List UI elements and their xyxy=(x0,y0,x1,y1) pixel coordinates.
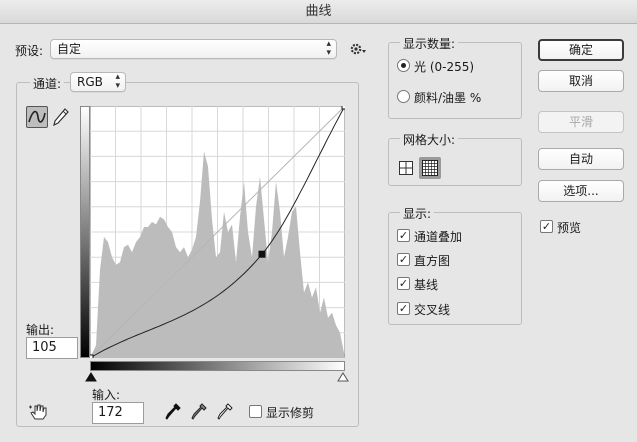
baseline xyxy=(90,106,345,358)
pigment-radio-label: 颜料/油墨 % xyxy=(414,91,482,105)
gear-icon[interactable] xyxy=(349,41,367,57)
smooth-button[interactable]: 平滑 xyxy=(538,111,624,133)
show-title: 显示: xyxy=(400,205,435,222)
light-radio[interactable] xyxy=(397,59,410,72)
show-group xyxy=(388,212,522,325)
window-title: 曲线 xyxy=(0,0,637,24)
select-arrows-icon: ▴ ▾ xyxy=(326,39,331,58)
grid-10-icon[interactable] xyxy=(419,157,441,179)
white-eyedropper-icon[interactable] xyxy=(216,402,234,422)
input-label: 输入: xyxy=(92,388,121,402)
histogram-checkbox[interactable]: ✓ xyxy=(397,253,410,266)
preset-select[interactable]: 自定 ▴ ▾ xyxy=(50,39,337,59)
input-field[interactable]: 172 xyxy=(92,402,144,424)
intersection-line-checkbox[interactable]: ✓ xyxy=(397,302,410,315)
channel-overlay-label: 通道叠加 xyxy=(414,230,463,244)
black-eyedropper-icon[interactable] xyxy=(164,402,182,422)
channel-label: 通道: xyxy=(30,75,65,92)
options-button[interactable]: 选项... xyxy=(538,180,624,202)
light-radio-label: 光 (0-255) xyxy=(414,60,475,74)
preset-value: 自定 xyxy=(57,42,82,56)
curve-control-point[interactable] xyxy=(341,106,345,110)
output-gradient-bar xyxy=(80,106,90,358)
channel-value: RGB xyxy=(77,75,103,89)
edit-points-curve-icon[interactable] xyxy=(26,106,48,128)
histogram-label: 直方图 xyxy=(414,254,451,268)
curve-control-point[interactable] xyxy=(258,250,266,258)
white-point-slider[interactable] xyxy=(337,371,349,382)
baseline-checkbox[interactable]: ✓ xyxy=(397,277,410,290)
grid-size-title: 网格大小: xyxy=(400,131,459,148)
histogram xyxy=(90,151,345,358)
select-arrows-icon: ▴ ▾ xyxy=(115,72,120,91)
show-clipping-checkbox[interactable] xyxy=(249,405,262,418)
pencil-icon[interactable] xyxy=(52,106,70,128)
show-clipping-label: 显示修剪 xyxy=(266,406,315,420)
auto-button[interactable]: 自动 xyxy=(538,148,624,170)
preview-checkbox[interactable]: ✓ xyxy=(540,220,553,233)
pigment-radio[interactable] xyxy=(397,90,410,103)
targeted-adjustment-hand-icon[interactable] xyxy=(28,402,50,422)
grid-4-icon[interactable] xyxy=(397,159,415,177)
curve-control-point[interactable] xyxy=(90,354,94,358)
show-amount-group xyxy=(388,42,522,119)
intersection-line-label: 交叉线 xyxy=(414,303,451,317)
input-gradient-bar xyxy=(90,361,345,371)
gray-eyedropper-icon[interactable] xyxy=(190,402,208,422)
channel-overlay-checkbox[interactable]: ✓ xyxy=(397,229,410,242)
ok-button[interactable]: 确定 xyxy=(538,39,624,61)
channel-select[interactable]: RGB ▴ ▾ xyxy=(70,72,126,92)
curve-graph[interactable] xyxy=(90,106,345,358)
black-point-slider[interactable] xyxy=(85,371,97,382)
output-field[interactable]: 105 xyxy=(26,337,78,359)
curve-group xyxy=(16,82,359,427)
show-amount-title: 显示数量: xyxy=(400,35,459,52)
output-label: 输出: xyxy=(26,323,55,337)
preview-label: 预览 xyxy=(557,221,582,235)
baseline-label: 基线 xyxy=(414,278,439,292)
cancel-button[interactable]: 取消 xyxy=(538,70,624,92)
preset-label: 预设: xyxy=(15,44,44,58)
